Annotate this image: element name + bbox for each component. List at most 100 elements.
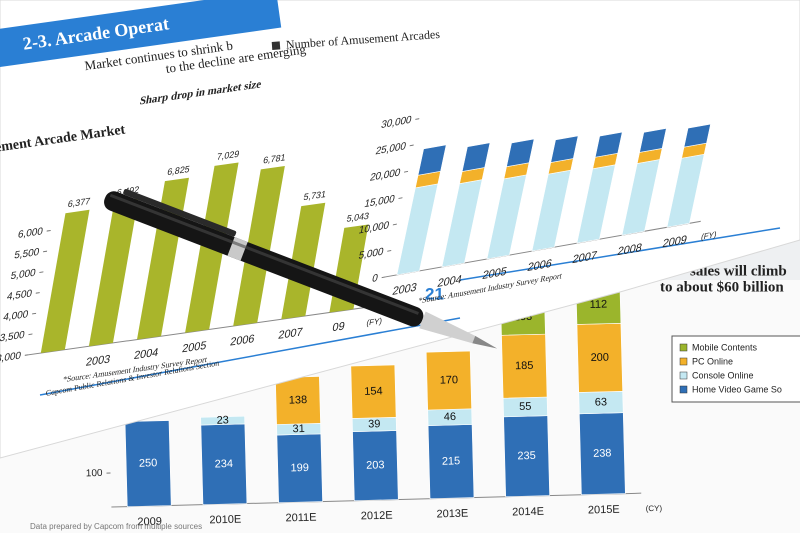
page-number: 21	[425, 284, 444, 303]
right-chart: 05,00010,00015,00020,00025,00030,0002003…	[357, 115, 718, 306]
tick-mark	[387, 250, 392, 252]
tick-mark	[381, 276, 386, 279]
y-tick-label: 0	[371, 273, 379, 285]
y-tick-label: 100	[86, 468, 103, 479]
pen-tip	[472, 335, 498, 349]
pen	[104, 189, 498, 349]
pen-clip	[123, 189, 237, 237]
y-tick-label: 5,000	[357, 247, 384, 263]
data-label: 185	[515, 360, 534, 372]
tick-mark	[28, 333, 33, 336]
data-label: 200	[590, 352, 609, 364]
x-axis-label: (FY)	[366, 316, 383, 327]
tick-mark	[415, 118, 420, 120]
x-tick-label: 2005	[181, 340, 207, 356]
data-label: 170	[440, 374, 459, 386]
x-tick-label: 2006	[526, 258, 553, 274]
x-axis-label: (FY)	[700, 229, 718, 242]
data-label: 6,781	[262, 152, 286, 165]
bar	[88, 198, 139, 347]
tick-mark	[398, 197, 403, 200]
data-label: 6,825	[166, 164, 190, 177]
bar-segment	[350, 364, 397, 419]
pen-grip	[419, 311, 476, 344]
legend-swatch	[679, 343, 688, 352]
tick-mark	[24, 354, 29, 356]
x-tick-label: 2015E	[588, 504, 620, 517]
data-label: 203	[366, 459, 385, 471]
x-tick-label: 2014E	[512, 506, 544, 519]
bar-segment	[550, 135, 579, 163]
data-label: 7,029	[216, 149, 240, 162]
data-label: 5,043	[346, 211, 370, 224]
x-tick-label: 2007	[571, 250, 598, 266]
x-tick-label: 2004	[436, 274, 463, 291]
data-label: 138	[289, 394, 308, 406]
x-tick-label: 2011E	[285, 512, 316, 525]
y-tick-label: 4,500	[6, 288, 33, 303]
bar-segment	[200, 415, 246, 426]
tick-mark	[42, 250, 48, 253]
chart-title-line: to about $60 billion	[660, 279, 784, 295]
y-tick-label: 6,000	[17, 226, 44, 241]
data-label: 5,731	[303, 189, 327, 202]
bar	[233, 166, 285, 327]
data-label: 238	[593, 447, 612, 459]
bar-segment	[639, 128, 667, 153]
y-tick-label: 4,000	[2, 309, 29, 324]
legend-swatch	[679, 371, 688, 380]
x-tick-label: 2013E	[436, 508, 468, 521]
y-tick-label: 3,500	[0, 330, 26, 345]
bottom-chart: 100 2009 2010E 2011E 2012E 2013E 2014E 2015E (CY…	[86, 284, 663, 528]
tick-mark	[32, 312, 37, 315]
data-label: 154	[364, 385, 383, 397]
x-tick-label: 2004	[133, 347, 159, 363]
legend-label: Home Video Game So	[692, 384, 782, 394]
bar	[40, 209, 90, 354]
x-tick-label: 2012E	[361, 510, 393, 523]
page-rule	[459, 227, 781, 281]
x-tick-label: 2006	[229, 333, 255, 349]
x-tick-label: 2003	[391, 282, 418, 298]
bar-segment	[461, 142, 491, 172]
bar	[281, 202, 326, 320]
data-label: 234	[215, 458, 234, 470]
bar-segment	[506, 138, 535, 168]
x-tick-label: 2008	[616, 242, 643, 258]
tick-mark	[392, 223, 397, 226]
pen-body	[104, 191, 424, 327]
upper-paper	[0, 0, 800, 459]
data-label: 46	[444, 411, 457, 423]
bar-segment	[417, 144, 447, 176]
legend-label: Console Online	[692, 370, 754, 380]
y-tick-label: 3,000	[0, 350, 22, 365]
data-label: 55	[519, 401, 532, 413]
x-tick-label: 2010E	[209, 514, 241, 527]
chart-title-line: sales will climb	[690, 263, 787, 279]
bar-segment	[594, 131, 623, 158]
pen-highlight	[109, 193, 419, 315]
legend-label: Mobile Contents	[692, 342, 758, 352]
data-label: 235	[517, 450, 536, 462]
x-tick-label: 2009	[661, 234, 688, 250]
tick-mark	[39, 271, 44, 273]
header-banner	[0, 0, 282, 70]
y-tick-label: 5,000	[10, 268, 37, 283]
data-label: 215	[442, 455, 461, 467]
data-label: 31	[292, 423, 305, 435]
x-tick-label: 2005	[481, 266, 508, 282]
bar-segment	[425, 350, 472, 411]
data-label: 39	[368, 418, 381, 430]
tick-mark	[403, 170, 409, 173]
x-tick-label: 2007	[277, 326, 303, 342]
page-rule	[39, 317, 461, 396]
legend-swatch	[679, 357, 688, 366]
data-label: 23	[216, 414, 229, 426]
y-tick-label: 5,500	[13, 247, 40, 262]
bar-segment	[683, 123, 711, 148]
data-label: 112	[589, 299, 607, 311]
data-label: 199	[290, 462, 309, 474]
tick-mark	[46, 229, 51, 232]
